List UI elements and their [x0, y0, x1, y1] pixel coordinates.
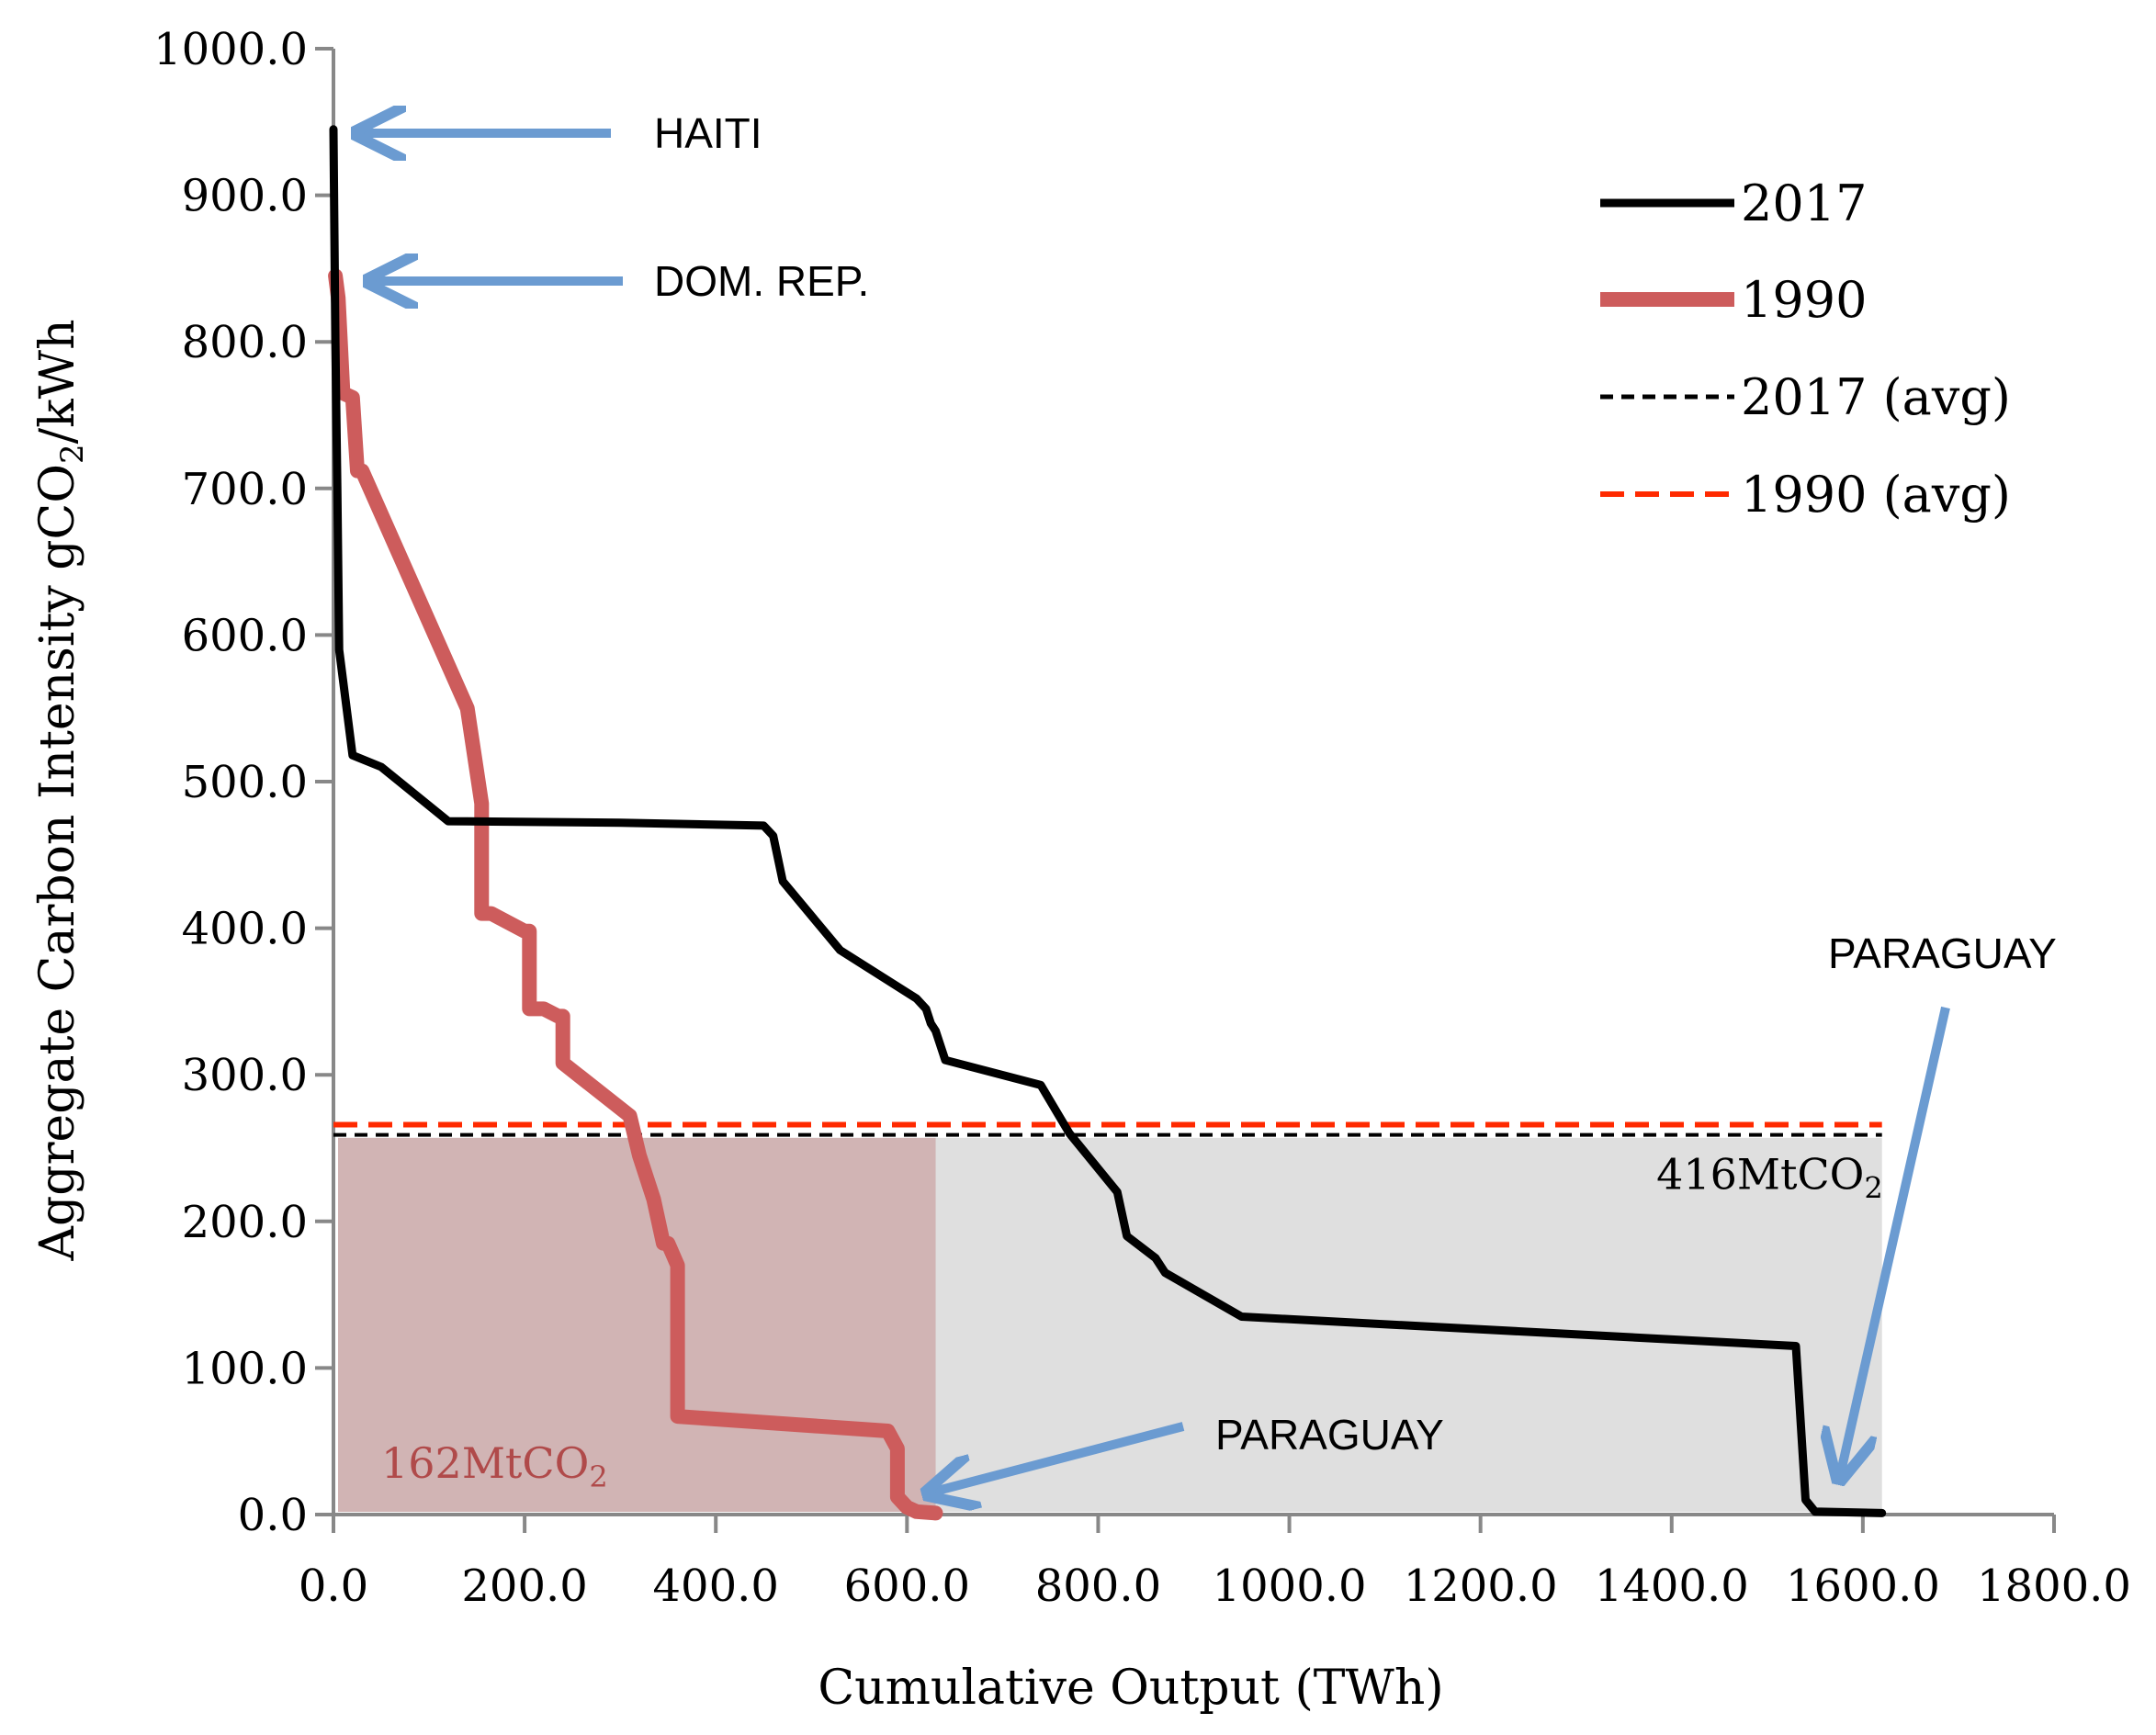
- arrow-icon: [931, 1422, 1185, 1493]
- y-tick-label: 300.0: [182, 1050, 308, 1101]
- legend-label-2017-avg: 2017 (avg): [1741, 368, 2011, 426]
- axes: 0.0 100.0 200.0 300.0 400.0 500.0 600.0 700.0 80…: [153, 24, 2131, 1612]
- annotation-text: PARAGUAY: [1828, 929, 2057, 977]
- annotation-paraguay-1990: PARAGUAY: [931, 1411, 1444, 1493]
- y-tick-label: 900.0: [182, 171, 308, 222]
- x-tick-label: 1400.0: [1595, 1560, 1749, 1612]
- area-label-2017: 416MtCO2: [1656, 1150, 1883, 1206]
- legend-label-1990-avg: 1990 (avg): [1741, 466, 2011, 524]
- annotation-paraguay-2017: PARAGUAY: [1828, 929, 2057, 1476]
- legend: 2017 1990 2017 (avg) 1990 (avg): [1600, 175, 2011, 524]
- annotation-text: PARAGUAY: [1215, 1411, 1444, 1459]
- x-tick-label: 1000.0: [1213, 1560, 1367, 1612]
- y-axis-title: Aggregate Carbon Intensity gCO2/kWh: [30, 319, 91, 1261]
- y-tick-label: 800.0: [182, 317, 308, 368]
- arrow-icon: [1840, 1006, 1950, 1476]
- y-tick-label: 1000.0: [153, 24, 308, 75]
- y-tick-label: 700.0: [182, 464, 308, 515]
- x-tick-label: 600.0: [844, 1560, 970, 1612]
- legend-label-2017: 2017: [1741, 175, 1867, 232]
- series-line-2017: [329, 125, 1887, 1517]
- y-tick-label: 500.0: [182, 757, 308, 808]
- x-tick-label: 1200.0: [1404, 1560, 1558, 1612]
- x-tick-label: 200.0: [461, 1560, 587, 1612]
- x-tick-label: 400.0: [653, 1560, 779, 1612]
- annotation-haiti: HAITI: [360, 109, 762, 157]
- x-tick-label: 1800.0: [1977, 1560, 2131, 1612]
- annotation-text: DOM. REP.: [654, 257, 869, 305]
- y-tick-label: 600.0: [182, 610, 308, 661]
- y-tick-label: 400.0: [182, 904, 308, 955]
- y-tick-label: 200.0: [182, 1197, 308, 1248]
- series-line-1990: [328, 268, 943, 1521]
- x-tick-label: 1600.0: [1786, 1560, 1940, 1612]
- x-tick-label: 0.0: [299, 1560, 368, 1612]
- area-label-1990: 162MtCO2: [381, 1438, 608, 1494]
- x-tick-label: 800.0: [1035, 1560, 1161, 1612]
- y-tick-label: 100.0: [182, 1343, 308, 1394]
- annotation-dom-rep: DOM. REP.: [372, 257, 869, 305]
- shaded-area-1990: [338, 1137, 936, 1512]
- annotation-text: HAITI: [654, 109, 762, 157]
- legend-label-1990: 1990: [1741, 271, 1867, 329]
- y-tick-label: 0.0: [238, 1490, 308, 1541]
- x-axis-title: Cumulative Output (TWh): [818, 1661, 1443, 1716]
